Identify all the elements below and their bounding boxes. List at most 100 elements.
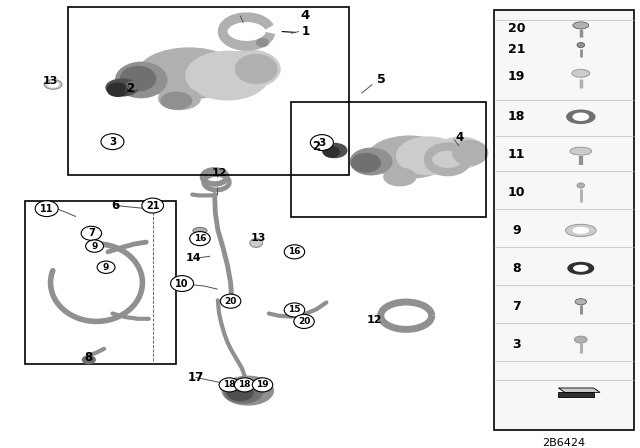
Text: 16: 16 — [194, 234, 206, 243]
Circle shape — [284, 303, 305, 317]
Ellipse shape — [573, 113, 588, 121]
Text: 5: 5 — [377, 73, 386, 86]
Circle shape — [234, 378, 255, 392]
Text: 18: 18 — [223, 380, 236, 389]
Text: 21: 21 — [146, 201, 159, 211]
Text: 12: 12 — [212, 168, 227, 177]
Ellipse shape — [452, 141, 488, 165]
Ellipse shape — [44, 80, 62, 89]
Ellipse shape — [83, 356, 95, 364]
Text: 7: 7 — [88, 228, 95, 238]
Ellipse shape — [572, 69, 589, 77]
Ellipse shape — [351, 154, 380, 172]
Ellipse shape — [186, 52, 269, 100]
Circle shape — [219, 378, 239, 392]
Ellipse shape — [236, 55, 277, 83]
Ellipse shape — [227, 385, 253, 401]
Ellipse shape — [323, 143, 347, 158]
Ellipse shape — [350, 148, 392, 175]
Text: 4: 4 — [455, 131, 463, 144]
Ellipse shape — [220, 50, 280, 88]
Text: 19: 19 — [508, 70, 525, 83]
Ellipse shape — [368, 136, 451, 178]
Ellipse shape — [224, 381, 262, 403]
Text: 18: 18 — [238, 380, 251, 389]
Ellipse shape — [573, 22, 589, 29]
Text: 1: 1 — [302, 25, 310, 38]
Ellipse shape — [568, 263, 593, 274]
Ellipse shape — [159, 87, 200, 109]
Ellipse shape — [577, 43, 585, 48]
Ellipse shape — [116, 62, 167, 98]
Ellipse shape — [48, 82, 58, 87]
Text: 9: 9 — [513, 224, 521, 237]
FancyBboxPatch shape — [493, 9, 634, 430]
Text: 3: 3 — [513, 337, 521, 350]
Ellipse shape — [108, 83, 128, 96]
Ellipse shape — [570, 147, 591, 155]
Ellipse shape — [106, 79, 138, 96]
Text: 17: 17 — [188, 371, 204, 384]
Ellipse shape — [250, 239, 262, 247]
Text: 21: 21 — [508, 43, 525, 56]
Text: 20: 20 — [225, 297, 237, 306]
Text: 8: 8 — [513, 262, 521, 275]
Circle shape — [86, 240, 104, 252]
Circle shape — [81, 226, 102, 241]
Ellipse shape — [138, 48, 240, 99]
Ellipse shape — [193, 228, 207, 234]
Ellipse shape — [435, 137, 486, 168]
Circle shape — [101, 134, 124, 150]
Text: 2B6424: 2B6424 — [542, 438, 586, 448]
Text: 3: 3 — [318, 138, 326, 147]
Ellipse shape — [397, 137, 461, 175]
Text: 2: 2 — [126, 82, 134, 95]
Circle shape — [294, 314, 314, 328]
Circle shape — [284, 245, 305, 259]
Ellipse shape — [120, 67, 156, 91]
Circle shape — [310, 135, 333, 151]
Ellipse shape — [577, 183, 585, 188]
Text: 13: 13 — [43, 76, 58, 86]
Circle shape — [189, 232, 210, 246]
Ellipse shape — [323, 146, 339, 157]
Text: 15: 15 — [288, 306, 301, 314]
Ellipse shape — [100, 264, 113, 271]
Ellipse shape — [257, 39, 268, 47]
Ellipse shape — [575, 336, 587, 343]
Text: 7: 7 — [512, 300, 521, 313]
Text: 10: 10 — [175, 279, 189, 289]
Circle shape — [252, 378, 273, 392]
Text: 4: 4 — [301, 9, 310, 22]
Ellipse shape — [574, 265, 588, 271]
Ellipse shape — [161, 92, 191, 109]
Circle shape — [171, 276, 193, 292]
Text: 9: 9 — [103, 263, 109, 272]
Ellipse shape — [566, 224, 596, 237]
Text: 16: 16 — [288, 247, 301, 256]
Ellipse shape — [127, 82, 141, 89]
Text: 3: 3 — [109, 137, 116, 146]
Ellipse shape — [384, 168, 416, 186]
Circle shape — [142, 198, 164, 213]
Ellipse shape — [575, 299, 586, 305]
Text: 19: 19 — [256, 380, 269, 389]
Ellipse shape — [222, 376, 273, 405]
Text: 11: 11 — [508, 148, 525, 161]
Circle shape — [220, 294, 241, 308]
Ellipse shape — [573, 228, 588, 233]
Text: 9: 9 — [92, 241, 98, 250]
Circle shape — [97, 261, 115, 273]
Text: 18: 18 — [508, 110, 525, 123]
Ellipse shape — [567, 110, 595, 123]
Text: 10: 10 — [508, 186, 525, 199]
Circle shape — [35, 201, 58, 216]
Text: 2: 2 — [312, 141, 320, 154]
Text: 6: 6 — [111, 199, 120, 212]
Text: 20: 20 — [298, 317, 310, 326]
Text: 14: 14 — [186, 254, 202, 263]
Text: 20: 20 — [508, 22, 525, 35]
Polygon shape — [559, 392, 593, 397]
Text: 8: 8 — [84, 351, 93, 364]
Text: 11: 11 — [40, 204, 53, 214]
